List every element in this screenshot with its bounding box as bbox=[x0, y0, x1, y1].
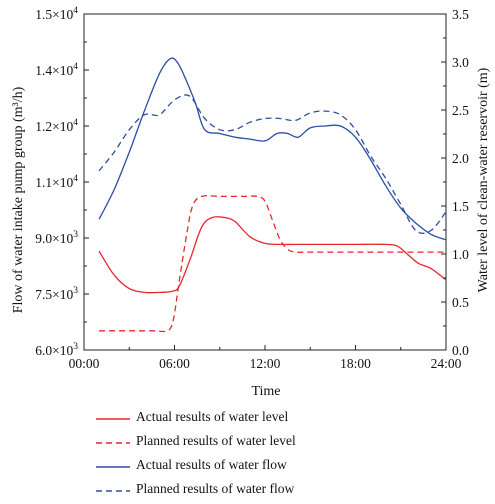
legend: Actual results of water level Planned re… bbox=[96, 408, 476, 504]
series-line-planned-water-level bbox=[99, 195, 446, 333]
x-tick-label: 00:00 bbox=[69, 356, 100, 371]
legend-swatch-solid-blue bbox=[96, 466, 130, 468]
left-y-tick-label: 1.1×104 bbox=[35, 174, 78, 190]
series-line-planned-water-flow bbox=[98, 94, 447, 234]
x-axis-label: Time bbox=[251, 384, 280, 399]
left-y-tick-label: 1.4×104 bbox=[35, 62, 78, 78]
x-tick-label: 12:00 bbox=[250, 356, 281, 371]
legend-item-actual-water-level: Actual results of water level bbox=[96, 408, 476, 432]
right-y-tick-label: 0.0 bbox=[452, 343, 469, 358]
legend-item-actual-water-flow: Actual results of water flow bbox=[96, 456, 476, 480]
right-y-tick-label: 2.0 bbox=[452, 151, 469, 166]
axes-frame bbox=[83, 13, 447, 351]
legend-swatch-dashed-red bbox=[96, 442, 130, 444]
right-y-tick-label: 1.0 bbox=[452, 247, 469, 262]
right-y-axis-label: Water level of clean-water reservoir (m) bbox=[476, 67, 491, 292]
x-tick-label: 06:00 bbox=[159, 356, 190, 371]
legend-label: Actual results of water flow bbox=[136, 457, 287, 472]
series-line-actual-water-flow bbox=[98, 57, 447, 241]
right-y-tick-label: 1.5 bbox=[452, 199, 469, 214]
x-tick-label: 24:00 bbox=[431, 356, 462, 371]
right-y-tick-label: 0.5 bbox=[452, 295, 469, 310]
left-y-tick-label: 9.0×103 bbox=[35, 230, 78, 246]
tick-marks bbox=[83, 13, 447, 351]
legend-item-planned-water-flow: Planned results of water flow bbox=[96, 480, 476, 504]
dual-axis-line-chart: 00:00 06:00 12:00 18:00 24:00 6.0×103 7.5×103 9… bbox=[11, 6, 491, 399]
legend-swatch-dashed-blue bbox=[96, 490, 130, 492]
plot-area-border bbox=[83, 13, 447, 351]
data-lines bbox=[98, 57, 447, 333]
x-tick-label: 18:00 bbox=[340, 356, 371, 371]
left-y-axis-label: Flow of water intake pump group (m³/h) bbox=[11, 86, 26, 313]
legend-label: Planned results of water level bbox=[136, 433, 296, 448]
legend-swatch-solid-red bbox=[96, 418, 130, 420]
right-y-tick-label: 3.0 bbox=[452, 55, 469, 70]
left-y-tick-label: 7.5×103 bbox=[35, 286, 78, 302]
right-y-tick-label: 3.5 bbox=[452, 7, 469, 22]
right-y-tick-label: 2.5 bbox=[452, 103, 469, 118]
series-line-actual-water-level bbox=[98, 215, 447, 294]
legend-label: Planned results of water flow bbox=[136, 481, 295, 496]
tick-labels: 00:00 06:00 12:00 18:00 24:00 6.0×103 7.5×103 9… bbox=[35, 6, 469, 371]
legend-item-planned-water-level: Planned results of water level bbox=[96, 432, 476, 456]
legend-label: Actual results of water level bbox=[136, 409, 289, 424]
left-y-tick-label: 1.5×104 bbox=[35, 6, 78, 22]
left-y-tick-label: 6.0×103 bbox=[35, 342, 78, 358]
left-y-tick-label: 1.2×104 bbox=[35, 118, 78, 134]
